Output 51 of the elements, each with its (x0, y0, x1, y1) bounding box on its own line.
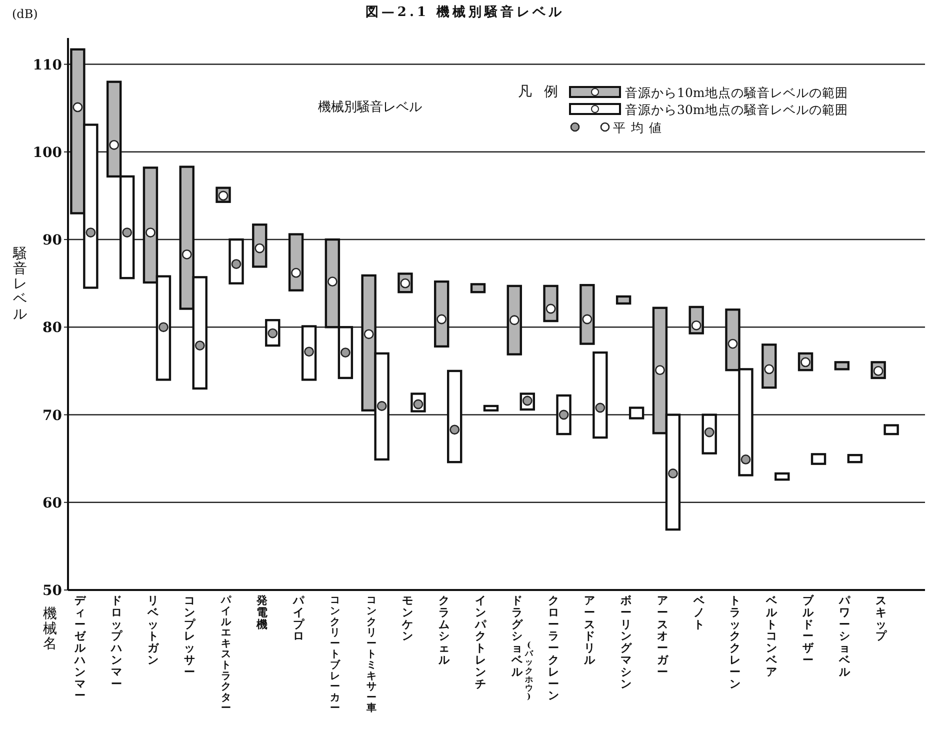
x-tick-label: ボーリングマシン (620, 594, 633, 690)
bar (616, 295, 632, 305)
annotation: 機械別騒音レベル (318, 100, 422, 115)
x-tick-label: リベットガン (146, 594, 160, 666)
bar (847, 454, 863, 464)
y-tick-label: 70 (42, 408, 62, 424)
x-tick-label: インパクトレンチ (474, 594, 487, 690)
y-tick-label: 60 (42, 495, 62, 512)
y-tick-label: 110 (32, 57, 62, 74)
category-label: クローラークレーン (548, 594, 559, 702)
legend-label: 平均値 (613, 120, 667, 135)
y-tick-label: 80 (42, 320, 62, 336)
bar (834, 361, 850, 370)
x-tick-label: パイプロ (292, 594, 306, 643)
bar (628, 406, 644, 420)
text: (dB) (12, 7, 38, 21)
legend-label: 音源から10m地点の騒音レベルの範囲 (625, 85, 848, 100)
x-tick-label: 発電機 (256, 594, 269, 631)
bar (447, 370, 462, 464)
text: 機械名 (43, 606, 57, 652)
x-tick-label: アースオーガー (656, 594, 669, 678)
bar (483, 404, 499, 412)
bar (506, 284, 522, 356)
x-tick-label: ベノト (692, 594, 706, 631)
x-tick-label: ベルトコンベア (765, 594, 778, 678)
x-tick-label: ブルドーザー (802, 594, 815, 666)
bar (884, 424, 899, 436)
category-label: ディーゼルハンマー (74, 594, 86, 702)
bar (592, 351, 608, 439)
x-tick-label: アースドリル (583, 594, 596, 666)
category-label: コンクリートブレーカー (330, 595, 340, 714)
category-label: コンクリートミキサー車 (366, 595, 376, 714)
chart-title: 図—2.1 機械別騒音レベル (365, 4, 565, 20)
bar (810, 453, 826, 465)
y-axis-title: 騒音レベル (12, 246, 27, 322)
x-tick-label: クラムシェル (438, 594, 451, 666)
x-tick-label: コンプレッサー (184, 594, 196, 678)
bar (774, 472, 790, 481)
y-tick-label: 90 (42, 232, 62, 249)
legend-label: 音源から30m地点の騒音レベルの範囲 (625, 102, 848, 117)
legend-title: 凡例 (518, 84, 570, 100)
y-tick-label: 50 (42, 583, 62, 599)
x-tick-label: モンケン (401, 594, 414, 643)
category-label: パイルエキストラクター (220, 595, 231, 714)
bar (434, 280, 450, 348)
x-tick-label: スキップ (875, 594, 888, 643)
bar (470, 283, 486, 294)
x-tick-label: パワーショベル (838, 594, 851, 678)
x-tick-label: トラッククレーン (730, 594, 741, 690)
x-tick-label: ドロップハンマー (110, 594, 124, 690)
y-tick-label: 100 (32, 144, 62, 161)
